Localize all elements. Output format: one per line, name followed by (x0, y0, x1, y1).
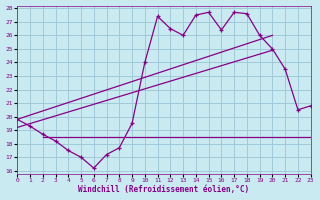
X-axis label: Windchill (Refroidissement éolien,°C): Windchill (Refroidissement éolien,°C) (78, 185, 250, 194)
